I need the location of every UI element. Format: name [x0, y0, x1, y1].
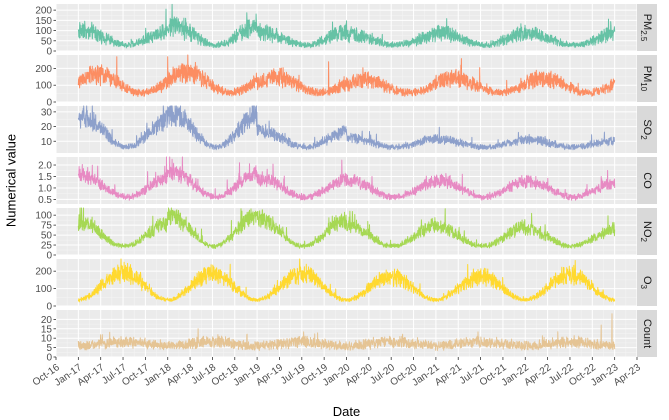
facet-label: NO2: [640, 221, 654, 243]
y-tick-label: 100: [35, 284, 52, 295]
x-axis-title: Date: [333, 404, 360, 419]
facet-strip: [637, 208, 657, 255]
facet-label-subscript: 2: [640, 238, 649, 243]
y-tick-label: 5: [46, 343, 52, 354]
y-tick-label: 100: [35, 211, 52, 222]
y-tick-label: 30: [41, 107, 53, 118]
y-tick-label: 15: [41, 324, 53, 335]
facet-label-main: Count: [641, 319, 653, 348]
y-tick-label: 0: [46, 251, 52, 262]
y-tick-label: 25: [41, 241, 53, 252]
y-tick-label: 200: [35, 64, 52, 75]
facet-label-main: CO: [641, 172, 653, 189]
y-tick-label: 200: [35, 267, 52, 278]
y-tick-label: 20: [41, 315, 53, 326]
facet-strip: [637, 55, 657, 102]
y-tick-label: 10: [41, 334, 53, 345]
facet-label-main: O: [641, 276, 653, 285]
panel-so2: 10 20 30 SO2: [41, 105, 657, 153]
y-tick-label: 0.5: [38, 195, 52, 206]
facet-strip: [637, 310, 657, 357]
facet-label-main: PM: [641, 14, 653, 31]
facet-strip: [637, 106, 657, 153]
facet-strip: [637, 157, 657, 204]
y-tick-label: 100: [35, 81, 52, 92]
y-tick-label: 50: [41, 36, 53, 47]
facet-label-main: NO: [641, 221, 653, 238]
series-line-co: [77, 156, 616, 201]
facet-label-subscript: 10: [640, 82, 649, 91]
facet-label: O3: [640, 276, 654, 290]
facet-strip: [637, 4, 657, 51]
facet-strip: [637, 259, 657, 306]
facet-label-subscript: 2: [640, 135, 649, 140]
y-tick-label: 1.5: [38, 172, 52, 183]
y-tick-label: 75: [41, 221, 53, 232]
series-line-so2: [77, 105, 615, 151]
facet-label: PM10: [640, 66, 654, 92]
y-tick-label: 10: [41, 137, 53, 148]
facet-label: SO2: [640, 119, 654, 140]
y-tick-label: 2.0: [38, 161, 52, 172]
y-tick-label: 200: [35, 6, 52, 17]
y-tick-label: 0: [46, 353, 52, 364]
facet-label-subscript: 2.5: [640, 30, 649, 42]
y-tick-label: 0: [46, 47, 52, 58]
panel-pm10: 0 100 200 PM10: [35, 54, 657, 109]
y-tick-label: 0: [46, 98, 52, 109]
series-line-pm10: [77, 54, 616, 97]
y-tick-label: 0: [46, 302, 52, 313]
facet-label: CO: [641, 172, 653, 189]
y-axis-title: Numerical value: [4, 134, 19, 227]
panel-co: 0.51.01.52.0 CO: [38, 156, 657, 206]
facet-label-main: PM: [641, 66, 653, 83]
y-tick-label: 20: [41, 122, 53, 133]
facet-label: PM2.5: [640, 14, 654, 42]
facet-label-main: SO: [641, 119, 653, 135]
y-tick-label: 150: [35, 16, 52, 27]
facet-label-subscript: 3: [640, 285, 649, 290]
series-line-no2: [77, 207, 616, 249]
series-line-o3: [77, 258, 616, 303]
y-tick-label: 100: [35, 26, 52, 37]
y-tick-label: 50: [41, 231, 53, 242]
series-line-count: [77, 313, 616, 351]
series-line-pm25: [77, 3, 616, 49]
facet-label: Count: [641, 319, 653, 348]
y-tick-label: 1.0: [38, 183, 52, 194]
panel-o3: 0 100 200 O3: [35, 258, 657, 313]
